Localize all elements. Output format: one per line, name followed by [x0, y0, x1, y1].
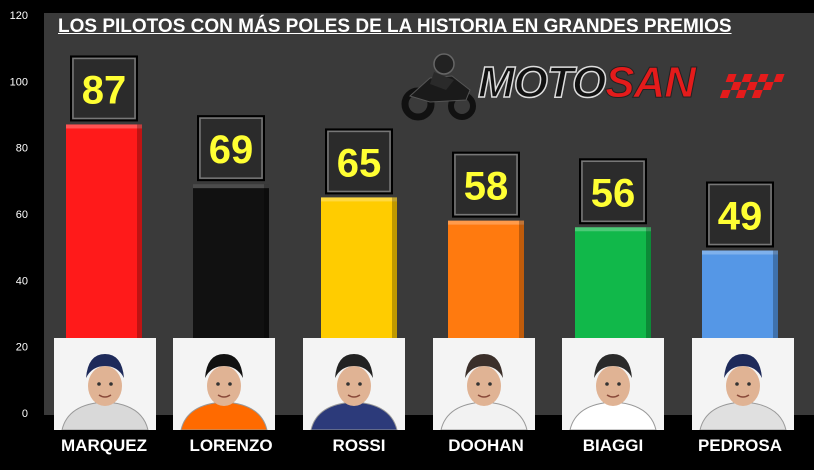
- bar-top-highlight: [193, 184, 269, 189]
- rider-photo: [433, 338, 535, 430]
- value-box: [581, 160, 645, 223]
- bar-side-shade: [137, 124, 142, 413]
- value-label: 65: [337, 141, 382, 185]
- value-box: [708, 183, 772, 246]
- y-tick-label: 60: [16, 209, 28, 221]
- brand-name-part2: SAN: [605, 58, 697, 108]
- y-tick-label: 120: [10, 10, 28, 22]
- bar-top-highlight: [702, 250, 778, 255]
- y-tick-label: 20: [16, 342, 28, 354]
- y-tick-label: 80: [16, 143, 28, 155]
- value-label: 69: [209, 128, 254, 172]
- rider-photo: [54, 338, 156, 430]
- chart-title: LOS PILOTOS CON MÁS POLES DE LA HISTORIA…: [58, 16, 732, 37]
- rider-photo: [303, 338, 405, 430]
- value-box: [327, 130, 391, 193]
- brand-name-part1: MOTO: [477, 57, 607, 108]
- value-label: 87: [82, 68, 127, 112]
- brand-logo: MOTOSAN: [477, 57, 697, 108]
- category-label: PEDROSA: [697, 436, 783, 455]
- bar-side-shade: [646, 227, 651, 413]
- bar-top-highlight: [448, 220, 524, 225]
- category-label: BIAGGI: [582, 436, 644, 455]
- value-box: [72, 57, 136, 120]
- motorcycle-rider-icon: [401, 53, 476, 121]
- value-box-outer: [325, 128, 393, 195]
- value-box-outer: [579, 158, 647, 225]
- value-box: [199, 117, 263, 179]
- bar-top-highlight: [66, 124, 142, 129]
- bar-top-highlight: [575, 227, 651, 232]
- bar-side-shade: [519, 220, 524, 413]
- category-label: LORENZO: [189, 436, 273, 455]
- y-tick-label: 100: [10, 76, 28, 88]
- value-box-outer: [706, 181, 774, 248]
- checkered-flag-icon: [720, 74, 785, 98]
- value-box-outer: [452, 151, 520, 218]
- value-box: [454, 153, 518, 216]
- y-tick-label: 0: [22, 408, 28, 420]
- bar-side-shade: [773, 250, 778, 413]
- category-label: DOOHAN: [448, 436, 524, 455]
- value-box-outer: [197, 115, 265, 182]
- value-label: 56: [591, 171, 636, 215]
- value-label: 58: [464, 165, 509, 209]
- value-box-outer: [70, 55, 138, 122]
- category-label: MARQUEZ: [61, 436, 147, 455]
- value-label: 49: [718, 194, 763, 238]
- category-label: ROSSI: [332, 436, 386, 455]
- y-tick-label: 40: [16, 275, 28, 287]
- rider-photo: [692, 338, 794, 430]
- bar-side-shade: [264, 184, 269, 413]
- rider-photo: [562, 338, 664, 430]
- rider-photo: [173, 338, 275, 430]
- bar-top-highlight: [321, 197, 397, 202]
- bar-side-shade: [392, 197, 397, 413]
